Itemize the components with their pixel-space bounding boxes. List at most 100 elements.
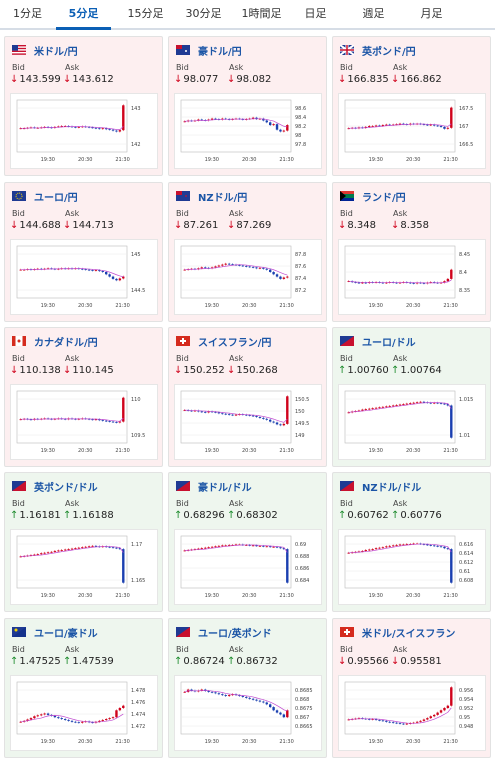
price-chart[interactable]: 0.8685 0.868 0.8675 0.867 0.8665 19:30 20:30 21… xyxy=(174,675,322,751)
pair-name[interactable]: 英ポンド/ドル xyxy=(34,482,98,494)
tab-1hour[interactable]: 1時間足 xyxy=(241,7,282,20)
price-chart[interactable]: 8.45 8.4 8.35 19:30 20:30 21:30 xyxy=(338,239,486,315)
price-chart[interactable]: 150.5 150 149.5 149 19:30 20:30 21:30 xyxy=(174,384,322,460)
pair-name[interactable]: NZドル/ドル xyxy=(362,482,422,494)
pair-name[interactable]: ユーロ/豪ドル xyxy=(34,628,98,640)
candle xyxy=(245,266,248,267)
price-chart[interactable]: 1.478 1.476 1.474 1.472 19:30 20:30 21:30 xyxy=(10,675,158,751)
price-chart[interactable]: 98.6 98.4 98.2 98 97.8 19:30 20:30 21:30 xyxy=(174,93,322,169)
price-chart[interactable]: 87.8 87.6 87.4 87.2 19:30 20:30 21:30 xyxy=(174,239,322,315)
pair-name[interactable]: カナダドル/円 xyxy=(34,337,98,349)
candle xyxy=(115,422,118,423)
currency-card[interactable]: NZドル/円 Bid Ask ↓87.261 ↓87.269 87.8 87.6 8… xyxy=(168,182,327,322)
ask-value: ↓0.95581 xyxy=(391,656,442,667)
currency-card[interactable]: スイスフラン/円 Bid Ask ↓150.252 ↓150.268 150.5… xyxy=(168,327,327,467)
tab-monthly[interactable]: 月足 xyxy=(420,7,443,20)
currency-card[interactable]: ユーロ/豪ドル Bid Ask ↑1.47525 ↑1.47539 1.478 1… xyxy=(4,618,163,758)
moving-average-line xyxy=(348,543,452,554)
candle xyxy=(429,402,432,404)
candle xyxy=(108,274,111,277)
price-chart[interactable]: 143 142 19:30 20:30 21:30 xyxy=(10,93,158,169)
pair-name[interactable]: 豪ドル/円 xyxy=(198,46,242,58)
pair-name[interactable]: NZドル/円 xyxy=(198,192,248,204)
ask-price: 143.612 xyxy=(72,74,114,85)
y-tick-label: 98.2 xyxy=(295,124,306,130)
currency-card[interactable]: ユーロ/ドル Bid Ask ↑1.00760 ↑1.00764 1.015 1.… xyxy=(332,327,491,467)
candle xyxy=(50,551,53,553)
tab-daily[interactable]: 日足 xyxy=(304,7,327,20)
x-tick-label: 20:30 xyxy=(406,157,420,163)
candle xyxy=(361,282,364,284)
pair-name[interactable]: 英ポンド/円 xyxy=(362,46,416,58)
pair-name[interactable]: 米ドル/スイスフラン xyxy=(362,628,456,640)
pair-name[interactable]: スイスフラン/円 xyxy=(198,337,272,349)
moving-average-line xyxy=(348,123,452,129)
x-tick-label: 21:30 xyxy=(279,448,293,454)
pair-name[interactable]: ユーロ/ドル xyxy=(362,337,416,349)
candlestick-chart: 1.478 1.476 1.474 1.472 19:30 20:30 21:30 xyxy=(16,681,145,745)
pair-name[interactable]: ユーロ/円 xyxy=(34,192,78,204)
candle xyxy=(231,264,234,265)
candle xyxy=(19,721,22,723)
candle xyxy=(197,548,200,550)
pair-name[interactable]: ユーロ/英ポンド xyxy=(198,628,272,640)
tab-30min[interactable]: 30分足 xyxy=(185,7,222,20)
candle xyxy=(57,550,60,552)
price-chart[interactable]: 1.17 1.165 19:30 20:30 21:30 xyxy=(10,529,158,605)
candle xyxy=(19,128,22,130)
bid-label: Bid xyxy=(340,499,353,508)
candle xyxy=(94,419,98,421)
moving-average-line xyxy=(20,268,124,278)
price-chart[interactable]: 1.015 1.01 19:30 20:30 21:30 xyxy=(338,384,486,460)
currency-card[interactable]: ユーロ/英ポンド Bid Ask ↑0.86724 ↑0.86732 0.868… xyxy=(168,618,327,758)
tab-5min[interactable]: 5分足 xyxy=(56,0,111,30)
currency-card[interactable]: 豪ドル/ドル Bid Ask ↑0.68296 ↑0.68302 0.69 0.6… xyxy=(168,472,327,612)
ask-price: 150.268 xyxy=(236,365,278,376)
bid-price: 1.47525 xyxy=(19,656,61,667)
x-tick-label: 21:30 xyxy=(115,157,129,163)
price-chart[interactable]: 0.616 0.614 0.612 0.61 0.608 19:30 20:30 21:30 xyxy=(338,529,486,605)
y-tick-label: 97.8 xyxy=(295,142,306,148)
candle xyxy=(265,702,268,705)
y-tick-label: 1.472 xyxy=(131,724,145,730)
currency-card[interactable]: 英ポンド/円 Bid Ask ↓166.835 ↓166.862 167.5 16… xyxy=(332,36,491,176)
currency-card[interactable]: ユーロ/円 Bid Ask ↓144.688 ↓144.713 145 144.5… xyxy=(4,182,163,322)
candle xyxy=(374,407,378,409)
currency-card[interactable]: 米ドル/スイスフラン Bid Ask ↓0.95566 ↓0.95581 0.9… xyxy=(332,618,491,758)
pair-name[interactable]: ランド/円 xyxy=(362,192,406,204)
tab-15min[interactable]: 15分足 xyxy=(127,7,164,20)
bid-value: ↓0.95566 xyxy=(338,656,389,667)
tab-1min[interactable]: 1分足 xyxy=(13,7,42,20)
candle xyxy=(381,282,385,284)
pair-name[interactable]: 米ドル/円 xyxy=(34,46,78,58)
candle xyxy=(77,547,81,549)
bid-value: ↑1.47525 xyxy=(10,656,61,667)
currency-card[interactable]: カナダドル/円 Bid Ask ↓110.138 ↓110.145 110 109… xyxy=(4,327,163,467)
candle xyxy=(422,401,426,403)
price-chart[interactable]: 0.956 0.954 0.952 0.95 0.948 19:30 20:30 21:30 xyxy=(338,675,486,751)
candle xyxy=(385,406,388,408)
price-chart[interactable]: 167.5 167 166.5 19:30 20:30 21:30 xyxy=(338,93,486,169)
currency-card[interactable]: ランド/円 Bid Ask ↓8.348 ↓8.358 8.45 8.4 8.35 1… xyxy=(332,182,491,322)
currency-card[interactable]: 英ポンド/ドル Bid Ask ↑1.16181 ↑1.16188 1.17 1.… xyxy=(4,472,163,612)
y-tick-label: 0.61 xyxy=(459,569,470,575)
candle xyxy=(388,545,391,547)
price-chart[interactable]: 110 109.5 19:30 20:30 21:30 xyxy=(10,384,158,460)
candle xyxy=(204,689,207,691)
candle xyxy=(43,713,46,715)
tab-weekly[interactable]: 週足 xyxy=(362,7,385,20)
candle xyxy=(115,547,118,549)
currency-card[interactable]: 米ドル/円 Bid Ask ↓143.599 ↓143.612 143 142 19… xyxy=(4,36,163,176)
x-tick-label: 19:30 xyxy=(41,593,55,599)
price-chart[interactable]: 145 144.5 19:30 20:30 21:30 xyxy=(10,239,158,315)
price-chart[interactable]: 0.69 0.688 0.686 0.684 19:30 20:30 21:30 xyxy=(174,529,322,605)
candle xyxy=(241,119,245,120)
up-arrow-icon: ↑ xyxy=(10,510,19,521)
currency-card[interactable]: 豪ドル/円 Bid Ask ↓98.077 ↓98.082 98.6 98.4 98… xyxy=(168,36,327,176)
candle xyxy=(286,549,289,583)
candlestick-chart: 150.5 150 149.5 149 19:30 20:30 21:30 xyxy=(180,390,309,454)
candle xyxy=(227,414,231,416)
pair-name[interactable]: 豪ドル/ドル xyxy=(198,482,252,494)
candle xyxy=(371,408,374,410)
currency-card[interactable]: NZドル/ドル Bid Ask ↑0.60762 ↑0.60776 0.616 0… xyxy=(332,472,491,612)
